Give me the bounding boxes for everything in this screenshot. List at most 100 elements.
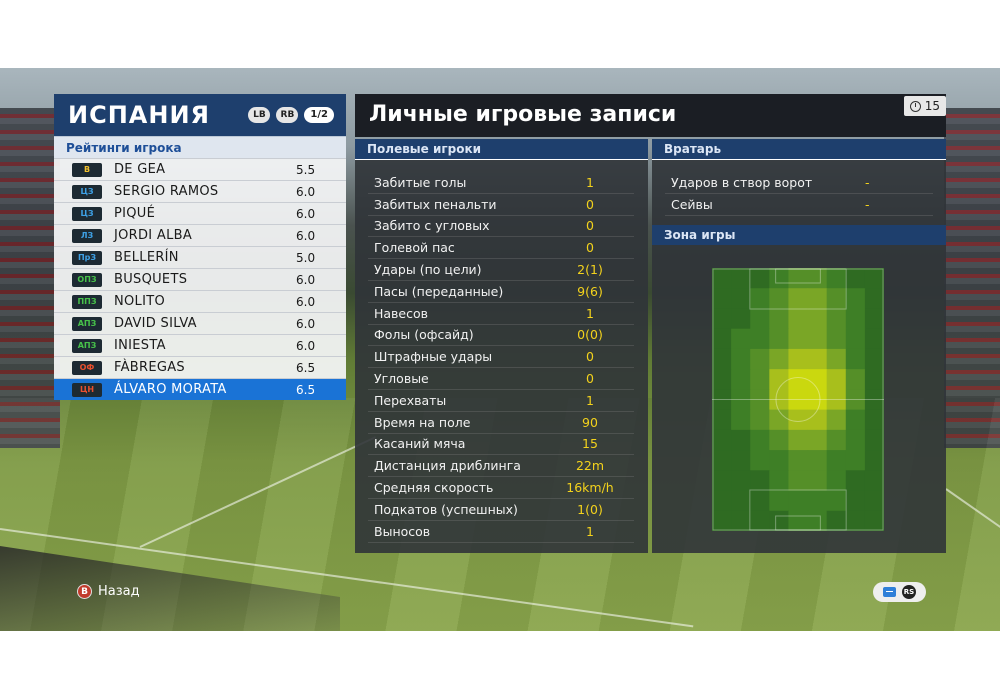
stat-label: Фолы (офсайд) <box>374 327 474 343</box>
player-row[interactable]: ОФ FÀBREGAS 6.5 <box>54 356 346 378</box>
heatmap-cell <box>769 450 789 471</box>
heatmap-cell <box>788 268 809 289</box>
heatmap-cell <box>826 288 847 309</box>
heatmap-cell <box>731 409 751 431</box>
player-row[interactable]: ОПЗ BUSQUETS 6.0 <box>54 268 346 290</box>
heatmap-cell <box>807 490 828 512</box>
player-row[interactable]: ЦН ÁLVARO MORATA 6.5 <box>54 378 346 400</box>
stat-label: Штрафные удары <box>374 349 493 365</box>
chat-hint[interactable]: RS <box>873 582 926 602</box>
heatmap-cell <box>712 369 732 390</box>
heatmap-cell <box>769 510 789 531</box>
heatmap-cell <box>731 450 751 471</box>
gk-stat-row: Сейвы - <box>665 194 933 216</box>
heatmap-cell <box>788 470 809 492</box>
heatmap-cell <box>731 308 751 330</box>
heatmap-cell <box>807 409 828 431</box>
main-header: Личные игровые записи 15 <box>355 94 946 137</box>
heatmap-cell <box>712 389 732 411</box>
back-hint[interactable]: B Назад <box>77 584 140 599</box>
heatmap-cell <box>845 389 866 411</box>
stat-value: 1 <box>586 305 594 321</box>
heatmap-cell <box>750 409 770 431</box>
heatmap-cell <box>788 389 809 411</box>
stat-label: Перехваты <box>374 392 447 408</box>
heatmap-cell <box>788 328 809 350</box>
player-rating: 6.0 <box>296 294 316 309</box>
stat-value: 0(0) <box>577 327 603 343</box>
heatmap-cell <box>731 369 751 390</box>
heatmap-cell <box>826 470 847 492</box>
stat-label: Угловые <box>374 371 429 387</box>
field-players-section: Полевые игроки Забитые голы 1 Забитых пена… <box>355 139 648 553</box>
stat-label: Время на поле <box>374 414 471 430</box>
stat-row: Голевой пас 0 <box>368 237 634 260</box>
player-row[interactable]: ПрЗ BELLERÍN 5.0 <box>54 246 346 268</box>
heatmap-cell <box>826 268 847 289</box>
heatmap-cell <box>769 308 789 330</box>
player-name: BELLERÍN <box>114 250 179 265</box>
lb-button[interactable]: LB <box>248 107 271 123</box>
b-button-icon: B <box>77 584 92 599</box>
player-row[interactable]: ЦЗ PIQUÉ 6.0 <box>54 202 346 224</box>
rb-button[interactable]: RB <box>276 107 299 123</box>
heatmap-cell <box>712 268 732 289</box>
stat-value: 0 <box>586 371 594 387</box>
player-name: SERGIO RAMOS <box>114 184 219 199</box>
heatmap-cell <box>788 490 809 512</box>
stat-row: Фолы (офсайд) 0(0) <box>368 325 634 347</box>
position-badge: ОПЗ <box>72 272 102 287</box>
goalkeeper-stats-list: Ударов в створ ворот - Сейвы - <box>665 172 933 216</box>
heatmap-cell <box>807 510 828 531</box>
position-badge: ЦЗ <box>72 206 102 221</box>
heatmap-cell <box>845 470 866 492</box>
page-title: Личные игровые записи <box>369 102 677 127</box>
heatmap-cell <box>864 429 884 451</box>
stat-value: 0 <box>586 196 594 212</box>
player-row[interactable]: ЛЗ JORDI ALBA 6.0 <box>54 224 346 246</box>
stat-value: 1 <box>586 523 594 539</box>
heatmap-cell <box>845 510 866 531</box>
player-row[interactable]: АПЗ INIESTA 6.0 <box>54 334 346 356</box>
stat-label: Забито с угловых <box>374 218 490 234</box>
heatmap-cell <box>712 409 732 431</box>
player-rating: 6.0 <box>296 184 316 199</box>
stat-label: Касаний мяча <box>374 436 466 452</box>
heatmap-cell <box>731 470 751 492</box>
player-rating: 6.0 <box>296 316 316 331</box>
stat-row: Средняя скорость 16km/h <box>368 477 634 499</box>
heatmap-cell <box>750 510 770 531</box>
stat-row: Забитые голы 1 <box>368 172 634 194</box>
stat-value: 0 <box>586 349 594 365</box>
stat-row: Перехваты 1 <box>368 390 634 412</box>
stat-value: 2(1) <box>577 262 603 278</box>
heatmap-cell <box>826 510 847 531</box>
heatmap-cell <box>807 389 828 411</box>
heatmap-cell <box>807 288 828 309</box>
gk-stat-label: Ударов в створ ворот <box>671 174 813 190</box>
player-name: DAVID SILVA <box>114 316 197 331</box>
heatmap-cell <box>807 450 828 471</box>
heatmap-cell <box>864 470 884 492</box>
player-row[interactable]: АПЗ DAVID SILVA 6.0 <box>54 312 346 334</box>
heatmap-cell <box>769 288 789 309</box>
heatmap-cell <box>712 308 732 330</box>
stat-value: 16km/h <box>566 480 614 496</box>
heatmap-cell <box>712 348 732 370</box>
stat-label: Подкатов (успешных) <box>374 501 518 517</box>
player-rating: 6.0 <box>296 338 316 353</box>
page-indicator: 1/2 <box>304 107 334 123</box>
player-row[interactable]: ЦЗ SERGIO RAMOS 6.0 <box>54 180 346 202</box>
stat-value: 90 <box>582 414 598 430</box>
heatmap-cell <box>750 450 770 471</box>
heatmap-cell <box>845 490 866 512</box>
heatmap-cell <box>731 348 751 370</box>
match-records-panel: Личные игровые записи 15 Полевые игроки … <box>355 94 946 553</box>
player-row[interactable]: ППЗ NOLITO 6.0 <box>54 290 346 312</box>
heatmap-cell <box>845 348 866 370</box>
player-list: В DE GEA 5.5 ЦЗ SERGIO RAMOS 6.0 ЦЗ PIQUÉ 6.0 ЛЗ J… <box>54 158 346 400</box>
heatmap-cell <box>826 429 847 451</box>
stadium-stand-right <box>944 108 1000 448</box>
heatmap-cell <box>731 429 751 451</box>
player-row[interactable]: В DE GEA 5.5 <box>54 158 346 180</box>
